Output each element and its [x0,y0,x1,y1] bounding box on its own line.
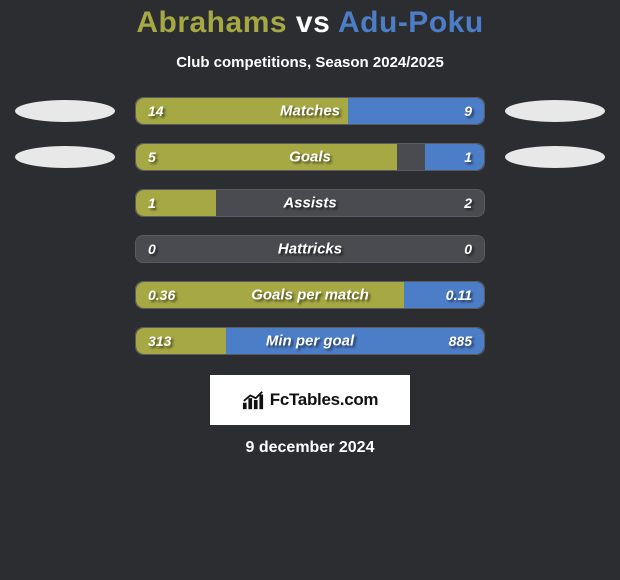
player1-name: Abrahams [136,6,287,39]
player2-badge [505,192,605,214]
subtitle: Club competitions, Season 2024/2025 [0,54,620,71]
stat-bar: 1 2 Assists [135,189,485,217]
stat-bar: 0 0 Hattricks [135,235,485,263]
stat-value-left: 5 [148,149,156,165]
player2-badge [505,146,605,168]
stat-label: Goals [289,149,331,166]
player2-badge [505,100,605,122]
stat-row: 0 0 Hattricks [10,235,610,263]
stat-value-right: 1 [464,149,472,165]
comparison-card: Abrahams vs Adu-Poku Club competitions, … [0,0,620,457]
player1-badge [15,330,115,352]
stat-row: 14 9 Matches [10,97,610,125]
page-title: Abrahams vs Adu-Poku [0,6,620,40]
chart-icon [242,390,264,410]
player1-badge [15,238,115,260]
stat-value-left: 0 [148,241,156,257]
stat-row: 5 1 Goals [10,143,610,171]
bar-right-fill [425,144,484,170]
stat-label: Min per goal [266,333,354,350]
player1-badge [15,192,115,214]
stat-label: Matches [280,103,340,120]
stat-value-right: 885 [449,333,472,349]
bar-left-fill [136,144,397,170]
date-text: 9 december 2024 [0,439,620,457]
stat-row: 1 2 Assists [10,189,610,217]
stat-label: Assists [283,195,336,212]
stat-value-left: 0.36 [148,287,175,303]
player2-badge [505,330,605,352]
stat-bar: 5 1 Goals [135,143,485,171]
player1-badge [15,284,115,306]
vs-separator: vs [296,6,330,39]
player2-name: Adu-Poku [338,6,484,39]
player2-badge [505,238,605,260]
stat-row: 0.36 0.11 Goals per match [10,281,610,309]
footer-logo[interactable]: FcTables.com [210,375,410,425]
stat-value-right: 0.11 [446,287,472,303]
stats-container: 14 9 Matches 5 1 Goals 1 2 Assists 0 0 Hattricks 0.3… [0,97,620,355]
stat-value-left: 1 [148,195,156,211]
stat-label: Hattricks [278,241,342,258]
player2-badge [505,284,605,306]
stat-bar: 0.36 0.11 Goals per match [135,281,485,309]
stat-row: 313 885 Min per goal [10,327,610,355]
player1-badge [15,100,115,122]
stat-value-left: 14 [148,103,164,119]
player1-badge [15,146,115,168]
stat-value-right: 0 [464,241,472,257]
stat-label: Goals per match [251,287,369,304]
stat-value-right: 9 [464,103,472,119]
stat-bar: 313 885 Min per goal [135,327,485,355]
stat-bar: 14 9 Matches [135,97,485,125]
stat-value-left: 313 [148,333,171,349]
stat-value-right: 2 [464,195,472,211]
logo-text: FcTables.com [270,390,379,410]
